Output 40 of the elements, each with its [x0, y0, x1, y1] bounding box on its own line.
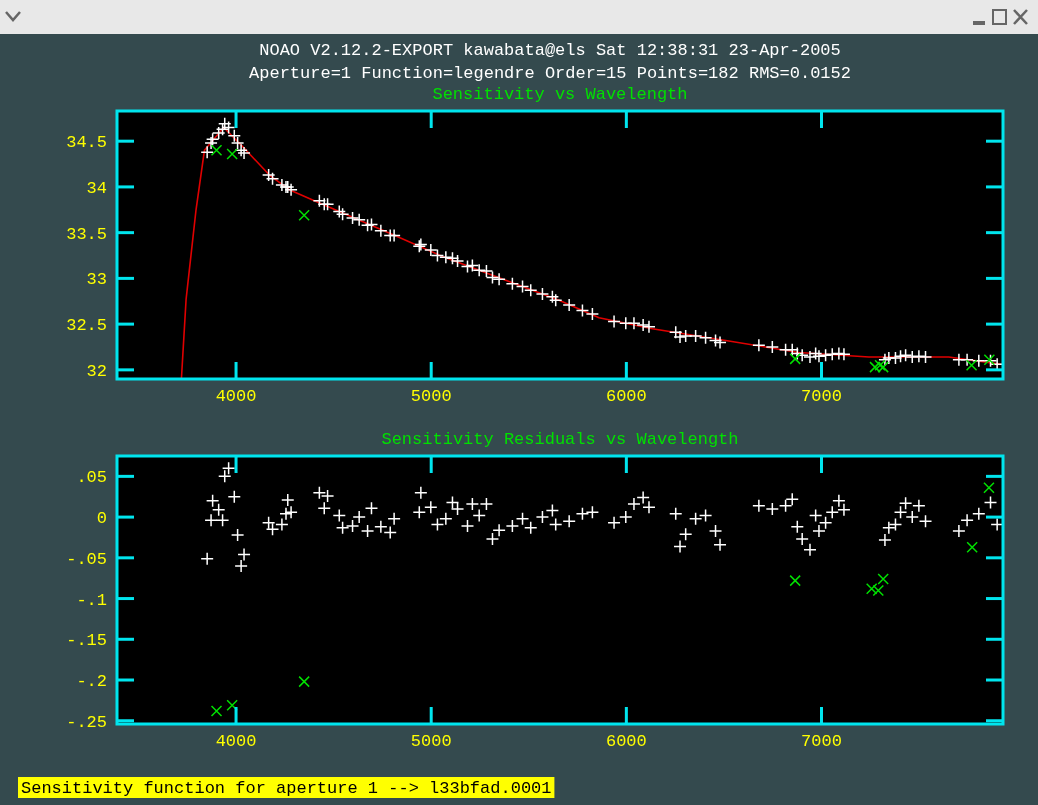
x-tick-label: 6000: [605, 387, 647, 406]
y-tick-label: 32.5: [66, 316, 107, 336]
point: [865, 583, 878, 595]
x-tick-label: 4000: [215, 732, 257, 751]
x-tick-label: 4000: [215, 387, 257, 406]
text: Aperture=1 Function=legendre Order=15 Points=182 RMS=0.0152: [249, 64, 851, 83]
y-tick-label: 33: [86, 270, 107, 290]
y-tick-label: 34: [86, 178, 107, 198]
y-tick-label: .05: [76, 468, 107, 488]
y-tick-label: -.15: [66, 631, 107, 651]
point: [966, 541, 978, 553]
y-tick-label: -.25: [66, 712, 107, 732]
x-tick-label: 5000: [410, 387, 452, 406]
text: Sensitivity function for aperture 1 --> l33bfad.0001: [21, 779, 552, 798]
text: NOAO V2.12.2-EXPORT kawabata@els Sat 12:38:31 23-Apr-2005: [259, 41, 841, 60]
y-tick-label: 34.5: [66, 133, 107, 153]
point: [226, 699, 238, 712]
x-tick-label: 6000: [605, 732, 647, 751]
x-tick-label: 7000: [801, 387, 842, 406]
point: [983, 482, 995, 494]
y-tick-label: -.1: [76, 590, 107, 610]
y-tick-label: 32: [86, 361, 107, 381]
point: [789, 353, 801, 365]
point: [210, 144, 223, 157]
point: [877, 573, 889, 585]
point: [872, 584, 885, 597]
point: [298, 209, 310, 222]
x-tick-label: 7000: [801, 732, 842, 751]
point: [965, 359, 978, 372]
y-tick-label: 0: [96, 509, 107, 529]
x-tick-label: 5000: [410, 732, 452, 751]
point: [210, 705, 223, 717]
y-tick-label: -.05: [66, 549, 107, 569]
chart-title: Sensitivity vs Wavelength: [432, 85, 688, 104]
y-tick-label: -.2: [76, 672, 107, 692]
y-tick-label: 33.5: [66, 224, 107, 244]
chart-title: Sensitivity Residuals vs Wavelength: [381, 430, 739, 449]
point: [226, 148, 238, 160]
point: [789, 574, 801, 587]
point: [298, 675, 310, 688]
